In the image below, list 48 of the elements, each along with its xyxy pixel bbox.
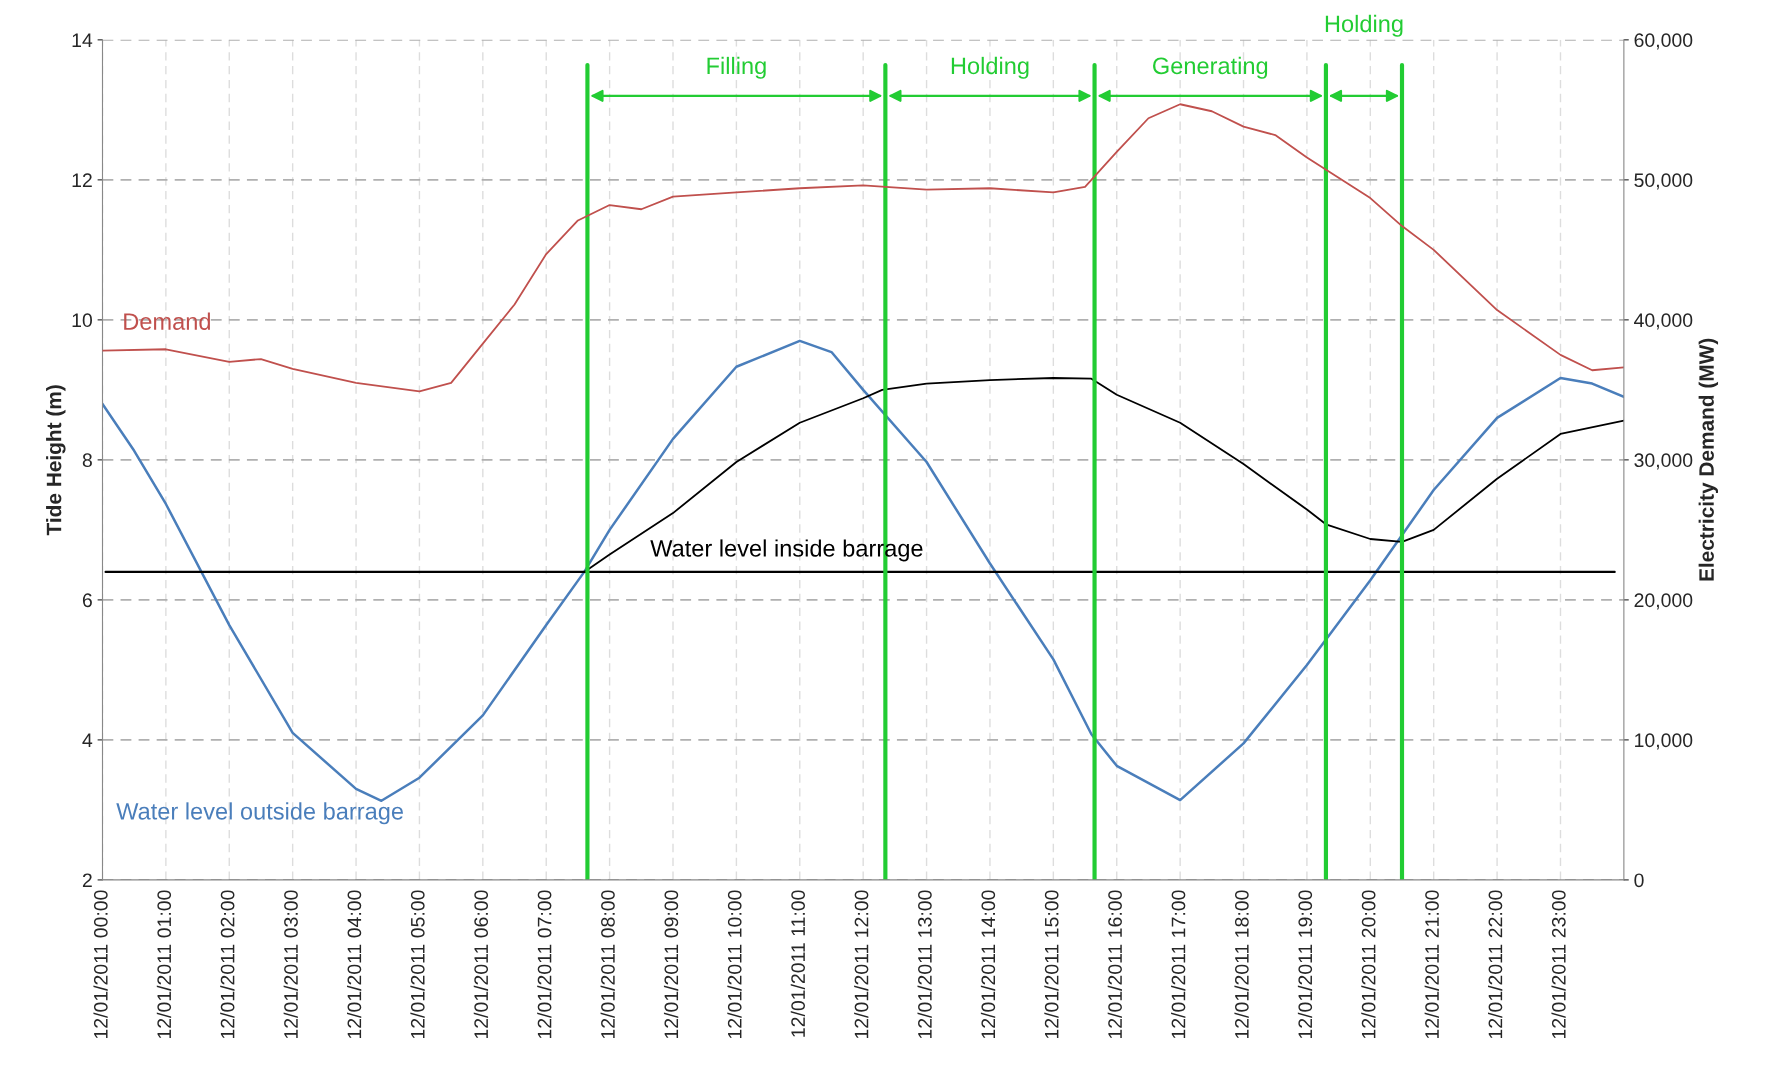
line-series — [102, 103, 1624, 393]
y2-tick-label: 50,000 — [1634, 173, 1693, 190]
y-tick-label: 14 — [72, 33, 93, 47]
annotation: Holding — [951, 56, 1029, 79]
y2-tick-label: 60,000 — [1634, 33, 1693, 50]
y2-tick-label: 30,000 — [1634, 453, 1693, 470]
x-tick-label: 12/01/2011 19:00 — [1297, 890, 1313, 1039]
annotation: Generating — [1153, 56, 1268, 79]
y-tick-label: 8 — [82, 453, 92, 468]
x-tick-label: 12/01/2011 01:00 — [156, 890, 172, 1039]
annotation: Filling — [707, 56, 766, 79]
x-tick-label: 12/01/2011 09:00 — [663, 890, 679, 1039]
x-tick-label: 12/01/2011 12:00 — [854, 890, 869, 1039]
x-tick-label: 12/01/2011 03:00 — [283, 890, 298, 1039]
x-tick-label: 12/01/2011 10:00 — [727, 890, 742, 1039]
text: Holding — [1325, 14, 1403, 37]
y-tick-label: 2 — [82, 873, 92, 887]
x-tick-label: 12/01/2011 18:00 — [1234, 890, 1249, 1039]
x-tick-label: 12/01/2011 13:00 — [917, 890, 932, 1039]
x-tick-label: 12/01/2011 21:00 — [1424, 890, 1439, 1039]
x-tick-label: 12/01/2011 20:00 — [1361, 890, 1376, 1039]
x-tick-label: 12/01/2011 14:00 — [980, 890, 996, 1039]
y2-tick-label: 20,000 — [1634, 593, 1693, 610]
y-tick-label: 6 — [82, 593, 92, 608]
x-tick-label: 12/01/2011 17:00 — [1171, 890, 1186, 1039]
y-tick-label: 10 — [72, 313, 93, 328]
x-tick-label: 12/01/2011 06:00 — [473, 890, 489, 1039]
y2-tick-label: 10,000 — [1635, 733, 1693, 750]
x-tick-label: 12/01/2011 02:00 — [220, 890, 235, 1039]
y-tick-label: 4 — [82, 733, 93, 747]
series-label: Water level outside barrage — [116, 802, 403, 825]
y2-axis-title: Electricity Demand (MW) — [1698, 338, 1719, 581]
y2-tick-label: 40,000 — [1634, 313, 1693, 330]
line-series — [102, 339, 1624, 803]
series-label: Demand — [124, 312, 210, 330]
x-tick-label: 12/01/2011 15:00 — [1044, 890, 1059, 1039]
x-tick-label: 12/01/2011 22:00 — [1488, 890, 1503, 1039]
x-tick-label: 12/01/2011 05:00 — [410, 890, 425, 1039]
x-tick-label: 12/01/2011 23:00 — [1551, 890, 1566, 1039]
x-tick-label: 12/01/2011 04:00 — [346, 890, 362, 1039]
y2-tick-label: 0 — [1634, 873, 1644, 888]
y-tick-label: 12 — [72, 173, 92, 187]
x-tick-label: 12/01/2011 08:00 — [600, 890, 615, 1039]
x-tick-label: 12/01/2011 07:00 — [537, 890, 552, 1039]
y-axis-title: Tide Height (m) — [46, 385, 66, 536]
x-tick-label: 12/01/2011 00:00 — [93, 890, 108, 1039]
x-tick-label: 12/01/2011 16:00 — [1107, 890, 1122, 1039]
x-tick-label: 12/01/2011 11:00 — [790, 890, 806, 1037]
